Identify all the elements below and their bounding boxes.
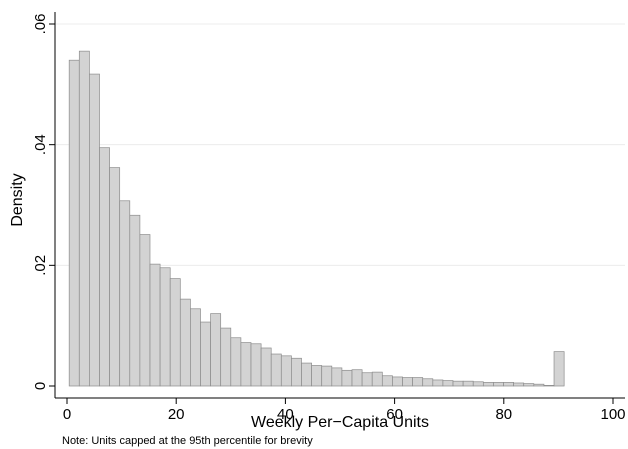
histogram-bar: [149, 263, 161, 387]
x-tick-label: 100: [600, 406, 625, 423]
histogram-bar: [291, 357, 302, 387]
histogram-bar: [260, 347, 272, 387]
histogram-bar: [240, 342, 252, 387]
histogram-bar: [412, 377, 424, 387]
histogram-bars: [68, 50, 565, 387]
histogram-bar: [331, 367, 343, 387]
histogram-bar: [109, 167, 121, 387]
histogram-bar: [159, 267, 171, 387]
histogram-bar: [513, 382, 525, 387]
histogram-bar: [482, 382, 494, 387]
histogram-bar: [493, 382, 504, 387]
y-tick-label: .06: [32, 14, 49, 35]
histogram-bar: [270, 353, 282, 387]
histogram-bar: [543, 385, 555, 387]
histogram-bar: [139, 234, 151, 387]
histogram-bar: [119, 200, 131, 387]
x-axis-title: Weekly Per−Capita Units: [251, 414, 429, 431]
x-tick-label: 0: [63, 406, 71, 423]
chart-note: Note: Units capped at the 95th percentil…: [62, 435, 313, 447]
histogram-bar: [129, 214, 141, 387]
histogram-bar: [533, 383, 545, 387]
histogram-bar: [280, 355, 292, 387]
x-tick-label: 40: [277, 406, 294, 423]
histogram-bar: [432, 379, 444, 387]
histogram-bar: [371, 371, 383, 387]
histogram-bar: [462, 380, 474, 387]
y-tick-label: .02: [32, 255, 49, 276]
y-tick-label: 0: [32, 382, 49, 390]
histogram-bar: [78, 50, 90, 387]
histogram-bar: [190, 308, 201, 387]
histogram-bar: [351, 369, 363, 387]
histogram-bar: [503, 382, 514, 387]
histogram-bar: [301, 362, 312, 387]
histogram-bar: [179, 298, 191, 387]
histogram-bar: [220, 327, 232, 387]
histogram-bar: [321, 365, 333, 387]
y-tick-label: .04: [32, 134, 49, 155]
histogram-bar: [452, 380, 464, 387]
x-tick-label: 20: [168, 406, 185, 423]
x-tick-label: 80: [495, 406, 512, 423]
y-axis-ticks: 0 .02 .04 .06: [32, 14, 55, 390]
histogram-bar: [553, 351, 565, 387]
histogram-bar: [68, 59, 80, 387]
y-axis-title: Density: [9, 173, 26, 226]
histogram-bar: [169, 278, 181, 387]
gridlines: [55, 23, 625, 266]
histogram-bar: [250, 343, 262, 387]
histogram-bar: [523, 383, 535, 387]
histogram-bar: [200, 321, 211, 387]
x-axis-ticks: 0 20 40 60 80 100: [63, 398, 626, 423]
x-tick-label: 60: [386, 406, 403, 423]
histogram-bar: [472, 381, 484, 387]
histogram-bar: [442, 380, 454, 387]
histogram-bar: [392, 376, 403, 387]
histogram-bar: [230, 337, 242, 387]
histogram-bar: [402, 377, 413, 387]
histogram-bar: [381, 375, 393, 387]
histogram-bar: [99, 147, 110, 387]
histogram-bar: [422, 378, 434, 387]
histogram-bar: [311, 365, 323, 387]
histogram-bar: [210, 313, 222, 387]
histogram-bar: [341, 369, 353, 387]
histogram-bar: [361, 372, 373, 387]
histogram-bar: [89, 73, 100, 387]
